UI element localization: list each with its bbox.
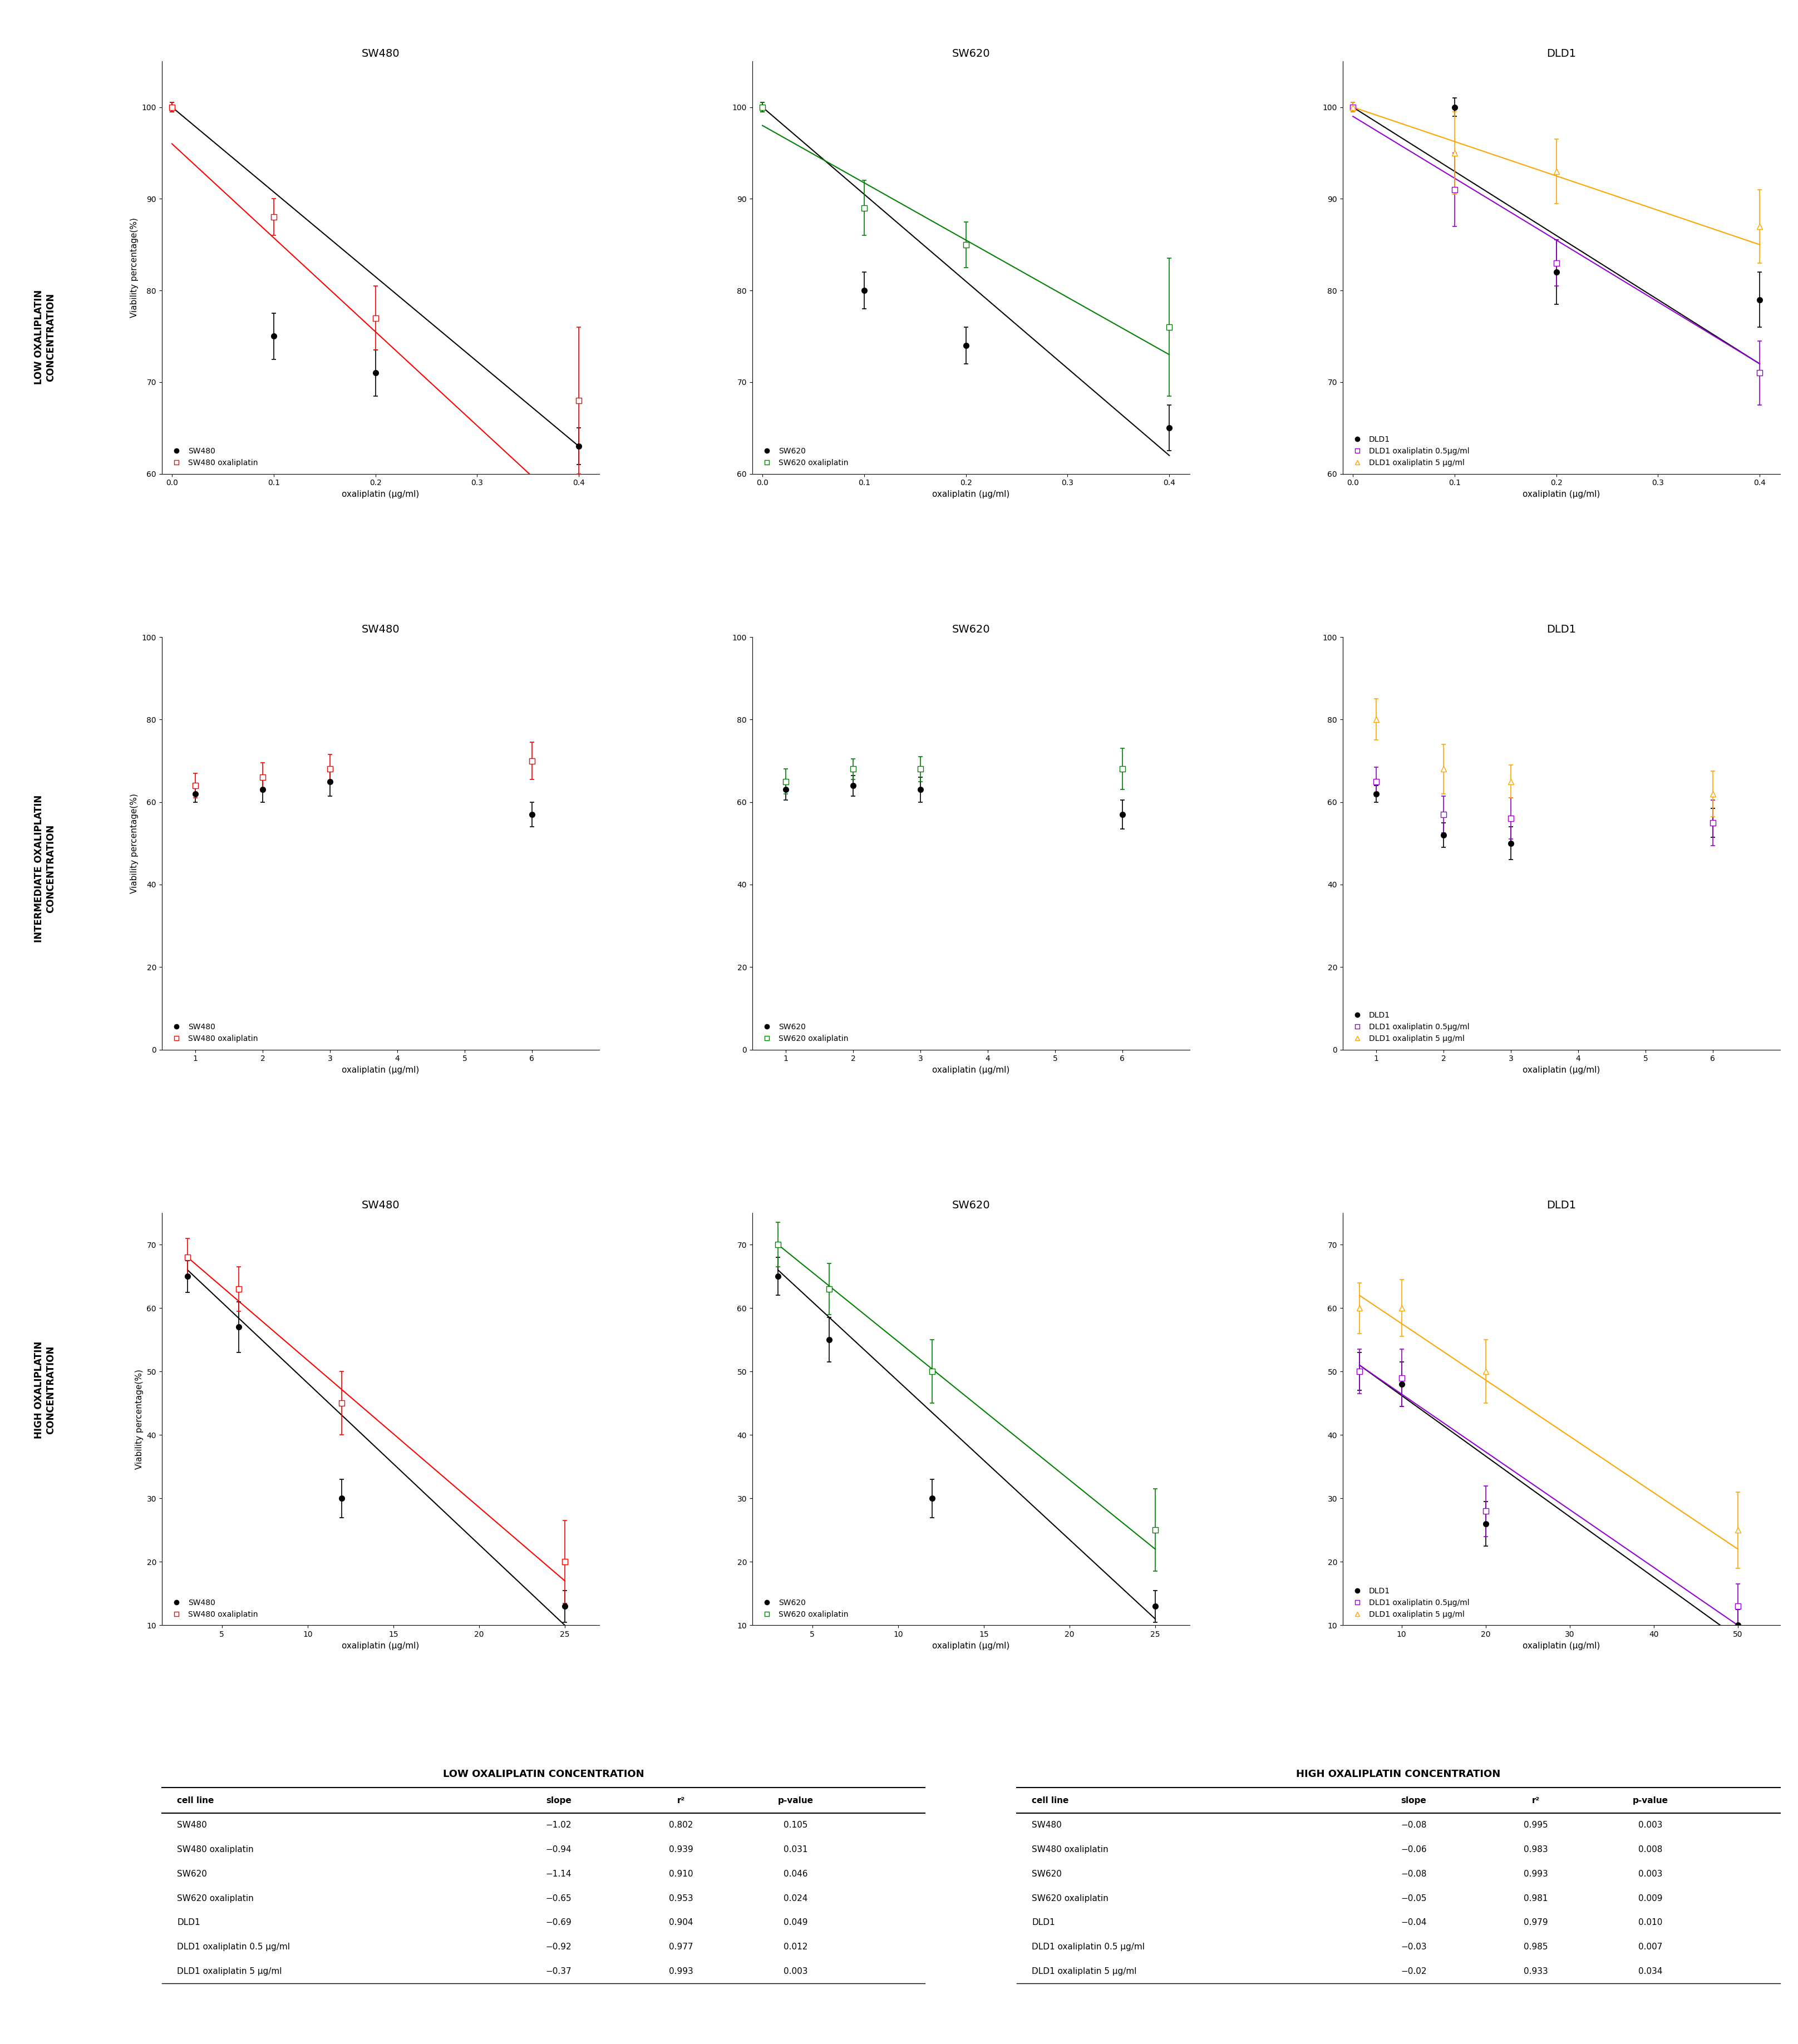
Text: HIGH OXALIPLATIN CONCENTRATION: HIGH OXALIPLATIN CONCENTRATION [1296, 1768, 1501, 1778]
Text: SW480 oxaliplatin: SW480 oxaliplatin [176, 1846, 254, 1854]
Text: −0.06: −0.06 [1401, 1846, 1426, 1854]
Text: 0.983: 0.983 [1523, 1846, 1548, 1854]
Text: 0.977: 0.977 [669, 1944, 692, 1952]
X-axis label: oxaliplatin (μg/ml): oxaliplatin (μg/ml) [342, 1065, 419, 1075]
Text: 0.010: 0.010 [1638, 1919, 1663, 1927]
Text: −0.69: −0.69 [547, 1919, 572, 1927]
Legend: SW620, SW620 oxaliplatin: SW620, SW620 oxaliplatin [757, 1596, 852, 1621]
Text: 0.995: 0.995 [1523, 1821, 1548, 1829]
Text: −0.05: −0.05 [1401, 1895, 1426, 1903]
Text: SW620 oxaliplatin: SW620 oxaliplatin [176, 1895, 254, 1903]
Text: INTERMEDIATE OXALIPLATIN
CONCENTRATION: INTERMEDIATE OXALIPLATIN CONCENTRATION [34, 795, 56, 942]
Text: −0.94: −0.94 [547, 1846, 572, 1854]
X-axis label: oxaliplatin (μg/ml): oxaliplatin (μg/ml) [931, 491, 1010, 499]
Text: LOW OXALIPLATIN
CONCENTRATION: LOW OXALIPLATIN CONCENTRATION [34, 290, 56, 384]
Text: −0.92: −0.92 [547, 1944, 572, 1952]
Text: 0.939: 0.939 [669, 1846, 692, 1854]
Text: −0.65: −0.65 [547, 1895, 572, 1903]
Text: cell line: cell line [1032, 1797, 1070, 1805]
Text: 0.993: 0.993 [1523, 1870, 1548, 1878]
Y-axis label: Viability percentage(%): Viability percentage(%) [129, 793, 138, 893]
Legend: SW480, SW480 oxaliplatin: SW480, SW480 oxaliplatin [165, 1020, 261, 1047]
Legend: DLD1, DLD1 oxaliplatin 0.5μg/ml, DLD1 oxaliplatin 5 μg/ml: DLD1, DLD1 oxaliplatin 0.5μg/ml, DLD1 ox… [1347, 1008, 1473, 1047]
Text: 0.008: 0.008 [1638, 1846, 1663, 1854]
Text: r²: r² [676, 1797, 685, 1805]
Title: DLD1: DLD1 [1546, 1200, 1577, 1210]
Text: SW620: SW620 [176, 1870, 207, 1878]
Legend: DLD1, DLD1 oxaliplatin 0.5μg/ml, DLD1 oxaliplatin 5 μg/ml: DLD1, DLD1 oxaliplatin 0.5μg/ml, DLD1 ox… [1347, 1584, 1473, 1621]
Text: slope: slope [1401, 1797, 1426, 1805]
Title: SW480: SW480 [361, 623, 399, 636]
Text: p-value: p-value [1633, 1797, 1669, 1805]
Text: LOW OXALIPLATIN CONCENTRATION: LOW OXALIPLATIN CONCENTRATION [442, 1768, 644, 1778]
Text: −0.08: −0.08 [1401, 1821, 1426, 1829]
Text: DLD1 oxaliplatin 5 μg/ml: DLD1 oxaliplatin 5 μg/ml [1032, 1966, 1136, 1977]
Text: DLD1: DLD1 [1032, 1919, 1055, 1927]
Title: SW620: SW620 [951, 623, 991, 636]
Title: DLD1: DLD1 [1546, 49, 1577, 59]
Text: 0.904: 0.904 [669, 1919, 692, 1927]
Text: cell line: cell line [176, 1797, 214, 1805]
Text: slope: slope [547, 1797, 572, 1805]
Title: DLD1: DLD1 [1546, 623, 1577, 636]
Text: DLD1 oxaliplatin 0.5 μg/ml: DLD1 oxaliplatin 0.5 μg/ml [1032, 1944, 1145, 1952]
Text: SW620 oxaliplatin: SW620 oxaliplatin [1032, 1895, 1109, 1903]
Text: 0.003: 0.003 [784, 1966, 807, 1977]
Text: SW480: SW480 [1032, 1821, 1063, 1829]
X-axis label: oxaliplatin (μg/ml): oxaliplatin (μg/ml) [1523, 491, 1600, 499]
Text: −0.02: −0.02 [1401, 1966, 1426, 1977]
Text: DLD1 oxaliplatin 0.5 μg/ml: DLD1 oxaliplatin 0.5 μg/ml [176, 1944, 289, 1952]
Text: r²: r² [1532, 1797, 1539, 1805]
X-axis label: oxaliplatin (μg/ml): oxaliplatin (μg/ml) [342, 491, 419, 499]
Text: −0.37: −0.37 [547, 1966, 572, 1977]
Title: SW480: SW480 [361, 49, 399, 59]
Text: 0.979: 0.979 [1523, 1919, 1548, 1927]
Text: SW480 oxaliplatin: SW480 oxaliplatin [1032, 1846, 1109, 1854]
Legend: SW620, SW620 oxaliplatin: SW620, SW620 oxaliplatin [757, 444, 852, 470]
Text: SW480: SW480 [176, 1821, 207, 1829]
Text: 0.012: 0.012 [784, 1944, 807, 1952]
Text: p-value: p-value [777, 1797, 813, 1805]
Text: 0.007: 0.007 [1638, 1944, 1663, 1952]
Text: 0.009: 0.009 [1638, 1895, 1663, 1903]
Title: SW480: SW480 [361, 1200, 399, 1210]
Text: 0.802: 0.802 [669, 1821, 692, 1829]
Text: DLD1: DLD1 [176, 1919, 200, 1927]
Text: SW620: SW620 [1032, 1870, 1063, 1878]
Text: 0.105: 0.105 [784, 1821, 807, 1829]
Text: 0.031: 0.031 [784, 1846, 807, 1854]
Legend: DLD1, DLD1 oxaliplatin 0.5μg/ml, DLD1 oxaliplatin 5 μg/ml: DLD1, DLD1 oxaliplatin 0.5μg/ml, DLD1 ox… [1347, 433, 1473, 470]
Legend: SW480, SW480 oxaliplatin: SW480, SW480 oxaliplatin [165, 1596, 261, 1621]
Y-axis label: Viability percentage(%): Viability percentage(%) [135, 1369, 144, 1470]
Text: −1.14: −1.14 [547, 1870, 572, 1878]
Text: 0.981: 0.981 [1523, 1895, 1548, 1903]
Text: HIGH OXALIPLATIN
CONCENTRATION: HIGH OXALIPLATIN CONCENTRATION [34, 1341, 56, 1439]
Text: 0.024: 0.024 [784, 1895, 807, 1903]
X-axis label: oxaliplatin (μg/ml): oxaliplatin (μg/ml) [1523, 1065, 1600, 1075]
Text: 0.034: 0.034 [1638, 1966, 1663, 1977]
Text: 0.049: 0.049 [784, 1919, 807, 1927]
Text: −0.03: −0.03 [1401, 1944, 1426, 1952]
Legend: SW620, SW620 oxaliplatin: SW620, SW620 oxaliplatin [757, 1020, 852, 1047]
Text: 0.953: 0.953 [669, 1895, 692, 1903]
Text: −0.04: −0.04 [1401, 1919, 1426, 1927]
Text: 0.003: 0.003 [1638, 1870, 1663, 1878]
Text: 0.910: 0.910 [669, 1870, 692, 1878]
Y-axis label: Viability percentage(%): Viability percentage(%) [129, 217, 138, 317]
Text: 0.046: 0.046 [784, 1870, 807, 1878]
Legend: SW480, SW480 oxaliplatin: SW480, SW480 oxaliplatin [165, 444, 261, 470]
X-axis label: oxaliplatin (μg/ml): oxaliplatin (μg/ml) [1523, 1641, 1600, 1650]
X-axis label: oxaliplatin (μg/ml): oxaliplatin (μg/ml) [931, 1641, 1010, 1650]
Text: 0.985: 0.985 [1523, 1944, 1548, 1952]
Text: −1.02: −1.02 [547, 1821, 572, 1829]
Text: 0.993: 0.993 [669, 1966, 692, 1977]
X-axis label: oxaliplatin (μg/ml): oxaliplatin (μg/ml) [342, 1641, 419, 1650]
Title: SW620: SW620 [951, 49, 991, 59]
Text: 0.933: 0.933 [1523, 1966, 1548, 1977]
X-axis label: oxaliplatin (μg/ml): oxaliplatin (μg/ml) [931, 1065, 1010, 1075]
Text: DLD1 oxaliplatin 5 μg/ml: DLD1 oxaliplatin 5 μg/ml [176, 1966, 282, 1977]
Text: −0.08: −0.08 [1401, 1870, 1426, 1878]
Text: 0.003: 0.003 [1638, 1821, 1663, 1829]
Title: SW620: SW620 [951, 1200, 991, 1210]
